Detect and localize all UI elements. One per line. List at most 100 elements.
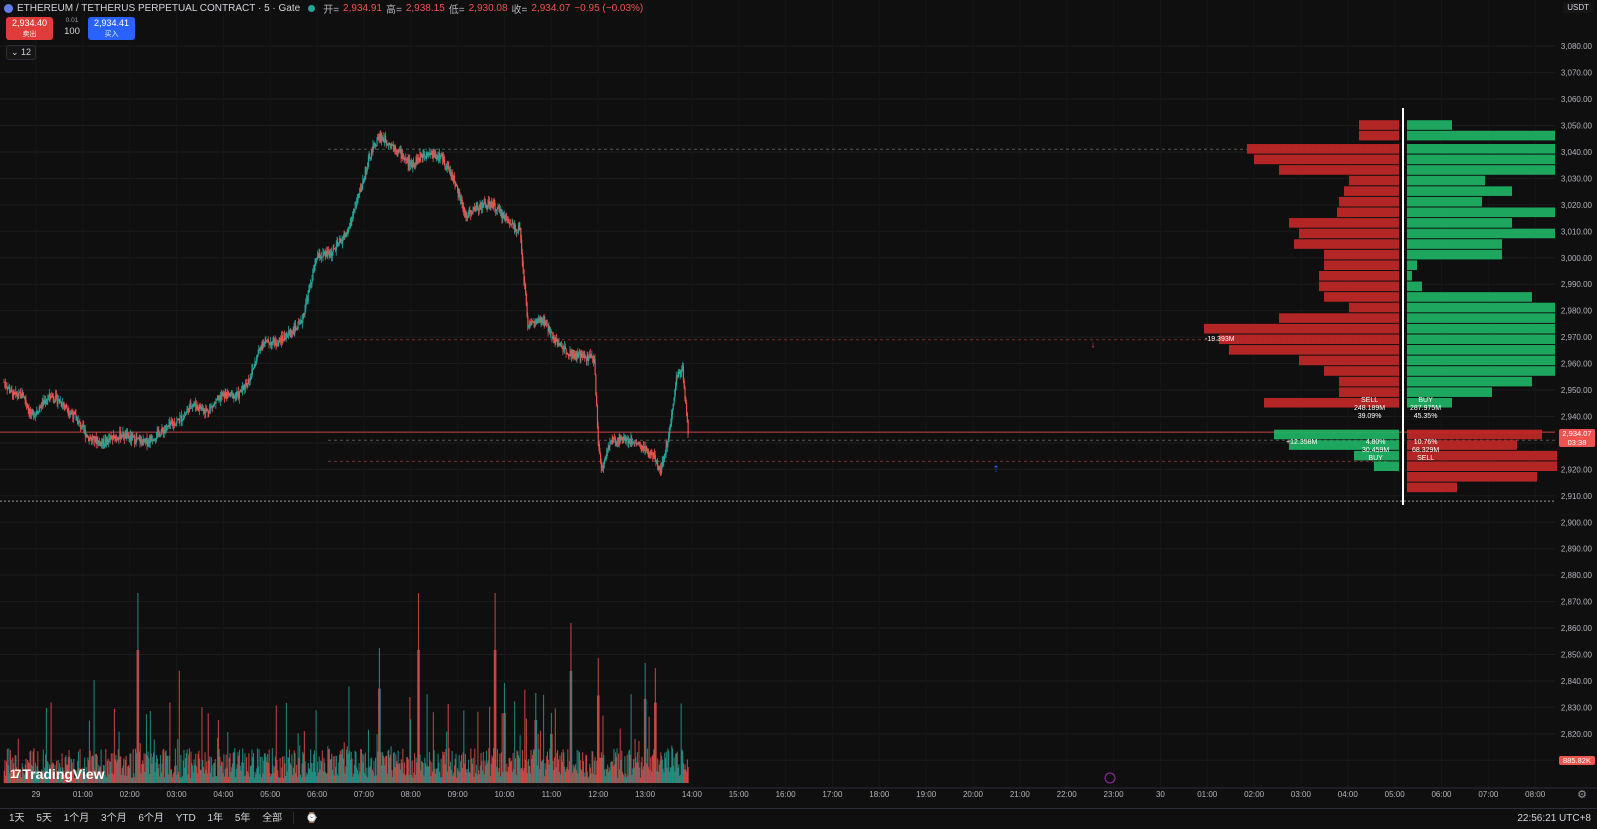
volume-bar — [88, 720, 90, 783]
volume-bar — [81, 768, 83, 783]
candle — [294, 325, 296, 334]
candle — [313, 266, 316, 271]
volume-bar — [402, 748, 404, 783]
volume-bar — [676, 751, 678, 783]
volume-bar — [39, 774, 41, 783]
volume-bar — [200, 770, 202, 783]
range-all[interactable]: 全部 — [262, 813, 283, 824]
quantity-value[interactable]: 100 — [64, 26, 80, 37]
volume-bar — [353, 773, 355, 783]
candle — [118, 438, 120, 440]
candle — [417, 157, 420, 159]
volume-bar — [329, 759, 331, 783]
volume-bar — [477, 711, 479, 783]
volume-bar — [612, 766, 614, 783]
candle — [492, 202, 495, 209]
volume-bar — [379, 688, 381, 783]
volume-bar — [600, 752, 602, 783]
volume-bar — [486, 763, 488, 783]
volume-bar — [561, 752, 563, 783]
quantity-stepper[interactable]: 0.01 100 — [60, 17, 84, 38]
volume-bar — [608, 767, 610, 783]
candle — [141, 439, 143, 442]
volume-bar — [335, 755, 337, 783]
price-axis-label: 3,010.00 — [1561, 227, 1593, 236]
vp-right-bar — [1407, 355, 1555, 366]
buy-button[interactable]: 2,934.41 买入 — [88, 17, 135, 40]
currency-select[interactable]: USDT — [1563, 2, 1593, 13]
vp-left-bar — [1339, 196, 1399, 207]
volume-bar — [502, 771, 504, 783]
volume-bar — [483, 774, 485, 783]
clock[interactable]: 22:56:21 UTC+8 — [1517, 813, 1591, 824]
range-1d[interactable]: 1天 — [9, 813, 25, 824]
volume-bar — [331, 753, 333, 783]
volume-bar — [96, 756, 98, 783]
volume-bar — [672, 748, 674, 783]
volume-bar — [526, 773, 528, 783]
candle — [576, 352, 578, 360]
volume-bar — [652, 754, 654, 783]
volume-bar — [335, 767, 337, 783]
volume-bar — [225, 754, 227, 783]
candle — [281, 335, 283, 344]
candle — [235, 395, 237, 397]
sell-button[interactable]: 2,934.40 卖出 — [6, 17, 53, 40]
range-ytd[interactable]: YTD — [175, 813, 196, 824]
candle — [281, 335, 284, 340]
candle — [607, 450, 609, 453]
candle — [452, 174, 454, 181]
chart-settings-icon[interactable]: ⚙ — [1577, 789, 1587, 801]
range-1y[interactable]: 1年 — [207, 813, 224, 824]
volume-bar — [328, 749, 330, 783]
volume-bar — [42, 749, 44, 783]
candle — [267, 339, 269, 343]
volume-bar — [59, 767, 62, 783]
volume-bar — [199, 758, 201, 783]
volume-bar — [394, 767, 396, 783]
vp-right-bar — [1407, 281, 1422, 292]
volume-bar — [552, 760, 554, 783]
volume-bar — [244, 753, 246, 783]
volume-bar — [609, 770, 611, 783]
volume-bar — [281, 756, 284, 783]
volume-bar — [474, 748, 476, 783]
candle — [664, 454, 666, 459]
range-5d[interactable]: 5天 — [36, 813, 52, 824]
volume-bar — [355, 751, 357, 783]
range-6m[interactable]: 6个月 — [138, 813, 164, 824]
candle — [614, 437, 616, 439]
volume-bar — [389, 757, 391, 783]
candle — [384, 135, 386, 143]
range-1m[interactable]: 1个月 — [63, 813, 90, 824]
volume-bar — [172, 773, 174, 783]
candle — [447, 165, 449, 168]
candle — [322, 252, 324, 258]
price-axis-label: 2,910.00 — [1561, 492, 1593, 501]
volume-bar — [492, 748, 495, 783]
volume-bar — [600, 758, 602, 783]
candle — [61, 404, 63, 406]
symbol-title[interactable]: ETHEREUM / TETHERUS PERPETUAL CONTRACT ·… — [17, 2, 301, 14]
vp-right-bar — [1407, 313, 1555, 323]
candle — [582, 354, 584, 356]
vp-right-bar — [1407, 270, 1412, 281]
candle — [56, 394, 58, 396]
volume-bar — [603, 769, 606, 783]
candle — [427, 153, 429, 156]
volume-bar — [658, 764, 660, 783]
candle — [561, 343, 563, 347]
volume-bar — [632, 768, 634, 783]
candle — [650, 452, 652, 455]
volume-bar — [289, 763, 291, 783]
volume-bar — [37, 751, 39, 783]
time-axis-label: 18:00 — [869, 790, 890, 799]
volume-bar — [208, 760, 210, 783]
range-5y[interactable]: 5年 — [234, 813, 251, 824]
range-3m[interactable]: 3个月 — [101, 813, 127, 824]
goto-date-icon[interactable]: ⌚ — [305, 813, 319, 824]
indicator-collapse-toggle[interactable]: ⌄ 12 — [6, 45, 37, 60]
high-value: 2,938.15 — [405, 2, 445, 14]
tradingview-logo[interactable]: 17 TradingView — [10, 766, 105, 782]
